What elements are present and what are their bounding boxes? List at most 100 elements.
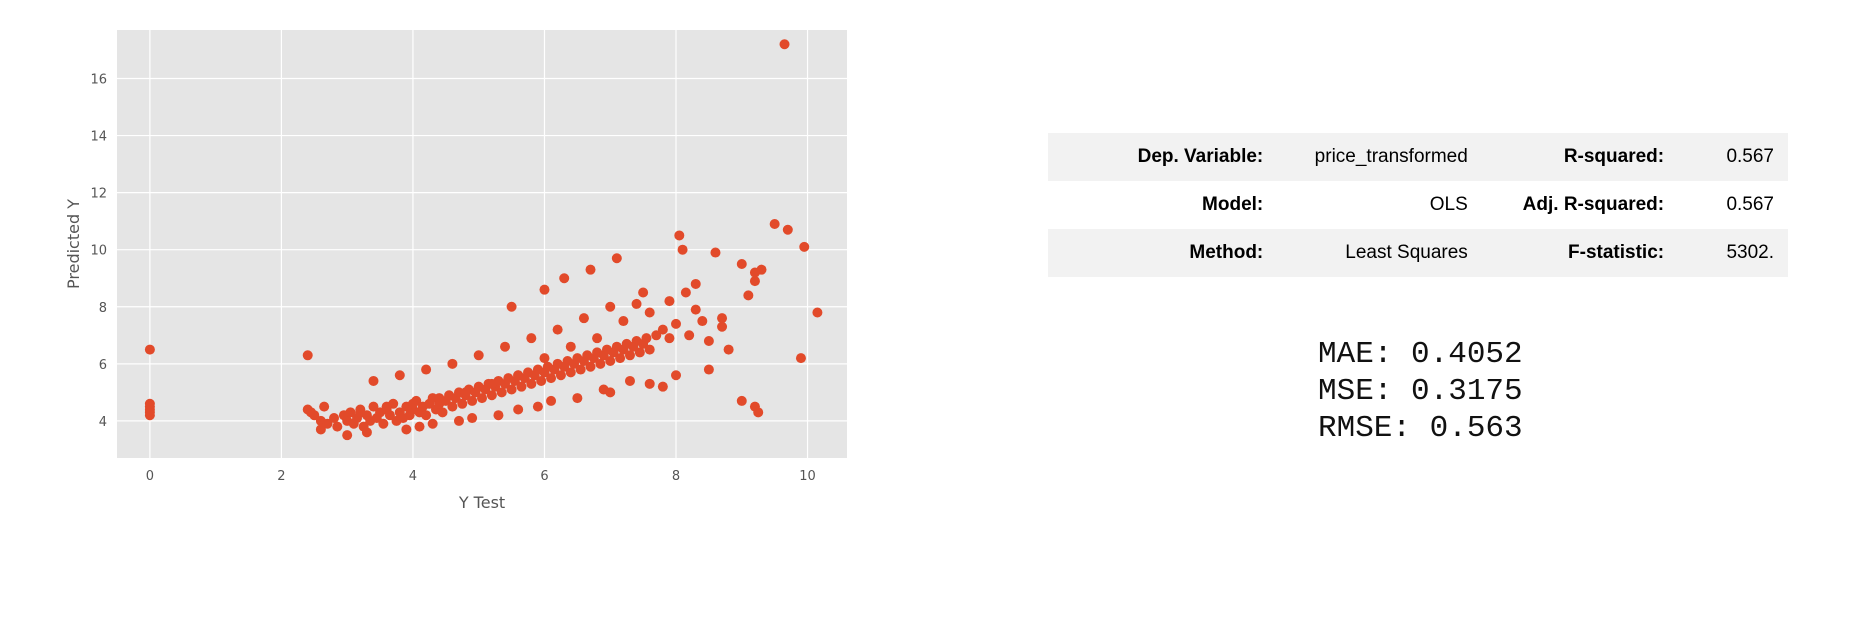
scatter-point	[319, 401, 330, 412]
scatter-point	[812, 307, 823, 318]
y-tick-label: 12	[90, 187, 107, 202]
error-metrics: MAE: 0.4052 MSE: 0.3175 RMSE: 0.563	[1318, 336, 1523, 447]
scatter-point	[394, 370, 405, 381]
f-statistic-label: F-statistic:	[1481, 229, 1679, 277]
scatter-point	[743, 290, 754, 301]
scatter-point	[598, 384, 609, 395]
ols-summary-table: Dep. Variable: price_transformed R-squar…	[1048, 133, 1788, 277]
scatter-point	[309, 410, 320, 421]
scatter-point	[565, 341, 576, 352]
scatter-point	[690, 278, 701, 289]
scatter-point	[447, 401, 458, 412]
scatter-point	[575, 364, 586, 375]
scatter-point	[736, 258, 747, 269]
scatter-point	[453, 415, 464, 426]
scatter-point	[539, 353, 550, 364]
scatter-point	[329, 413, 340, 424]
scatter-point	[595, 358, 606, 369]
scatter-point	[381, 401, 392, 412]
scatter-point	[585, 361, 596, 372]
scatter-point	[477, 393, 487, 404]
scatter-point	[345, 407, 356, 418]
scatter-point	[361, 427, 372, 438]
scatter-point	[717, 313, 728, 324]
scatter-point	[467, 413, 478, 424]
table-row: Model: OLS Adj. R-squared: 0.567	[1048, 181, 1788, 229]
scatter-point	[401, 424, 412, 435]
scatter-point	[539, 284, 550, 295]
scatter-point	[486, 378, 497, 389]
scatter-point	[644, 378, 655, 389]
x-tick-label: 2	[277, 469, 285, 484]
scatter-point	[634, 347, 645, 358]
scatter-point	[407, 398, 418, 409]
scatter-point	[315, 424, 326, 435]
dep-variable-label: Dep. Variable:	[1048, 133, 1278, 181]
scatter-point	[513, 404, 524, 415]
mae-metric: MAE: 0.4052	[1318, 337, 1523, 372]
data-points	[144, 39, 823, 441]
scatter-point	[631, 298, 642, 309]
y-tick-label: 10	[90, 244, 107, 259]
scatter-point	[506, 301, 517, 312]
scatter-point	[516, 381, 527, 392]
scatter-point	[559, 273, 570, 284]
scatter-point	[611, 253, 622, 264]
model-value: OLS	[1429, 194, 1468, 215]
scatter-point	[618, 316, 629, 327]
scatter-point	[355, 407, 366, 418]
tick-labels: 0 2 4 6 8 10 4 6 8 10 12 14 16	[90, 73, 815, 484]
rmse-metric: RMSE: 0.563	[1318, 411, 1523, 446]
scatter-point	[664, 296, 675, 307]
scatter-point	[605, 301, 616, 312]
table-row: Method: Least Squares F-statistic: 5302.	[1048, 229, 1788, 277]
scatter-point	[690, 304, 701, 315]
y-axis-label: Predicted Y	[64, 199, 83, 289]
scatter-point	[578, 313, 589, 324]
scatter-point	[473, 350, 484, 361]
scatter-point	[671, 318, 682, 329]
table-row: Dep. Variable: price_transformed R-squar…	[1048, 133, 1788, 181]
x-tick-label: 6	[540, 469, 548, 484]
scatter-point	[342, 430, 353, 441]
model-label: Model:	[1202, 194, 1264, 215]
adj-r-squared-value: 0.567	[1726, 194, 1774, 215]
scatter-point	[467, 395, 478, 406]
scatter-point	[703, 364, 714, 375]
scatter-point	[671, 370, 682, 381]
dep-variable-value: price_transformed	[1277, 133, 1482, 181]
scatter-point	[368, 375, 379, 386]
mse-metric: MSE: 0.3175	[1318, 374, 1523, 409]
y-tick-label: 6	[99, 358, 107, 373]
scatter-point	[546, 373, 557, 384]
scatter-point	[486, 390, 497, 401]
y-tick-label: 4	[99, 415, 107, 430]
scatter-point	[657, 324, 668, 335]
scatter-plot: 0 2 4 6 8 10 4 6 8 10 12 14 16 Y Test Predicted Y	[64, 30, 847, 512]
scatter-point	[368, 401, 379, 412]
scatter-point	[615, 353, 626, 364]
scatter-point	[457, 398, 468, 409]
scatter-point	[378, 418, 389, 429]
scatter-point	[493, 410, 504, 421]
y-tick-label: 16	[90, 73, 107, 88]
scatter-point	[677, 244, 688, 255]
adj-r-squared-label: Adj. R-squared:	[1522, 194, 1665, 215]
scatter-point	[421, 364, 432, 375]
scatter-point	[546, 395, 557, 406]
scatter-point	[460, 387, 471, 398]
r-squared-value: 0.567	[1678, 133, 1788, 181]
method-value: Least Squares	[1277, 229, 1482, 277]
scatter-point	[644, 344, 655, 355]
scatter-point	[144, 398, 155, 409]
scatter-point	[799, 241, 810, 252]
scatter-point	[526, 378, 537, 389]
scatter-point	[674, 230, 685, 241]
scatter-point	[384, 410, 395, 421]
scatter-point	[592, 333, 603, 344]
scatter-point	[782, 224, 793, 235]
scatter-point	[552, 324, 563, 335]
scatter-point	[684, 330, 695, 341]
scatter-point	[500, 341, 511, 352]
scatter-point	[717, 321, 728, 332]
